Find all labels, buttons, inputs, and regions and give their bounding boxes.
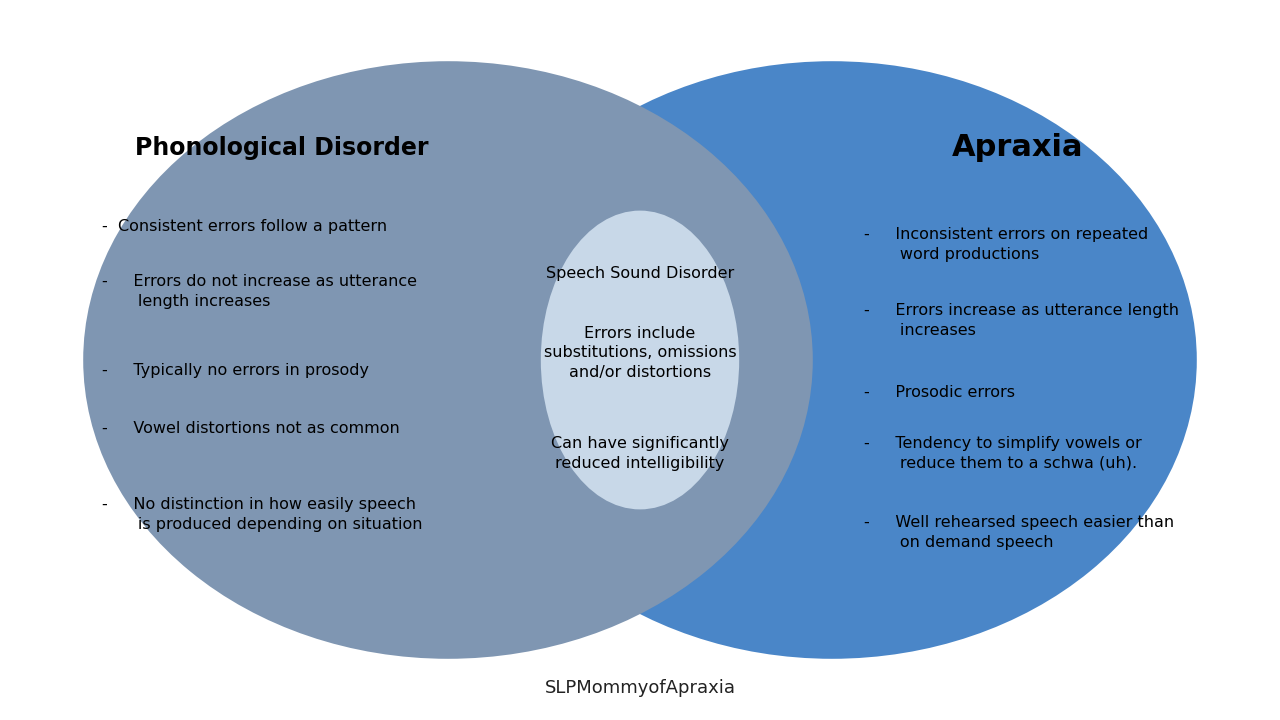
Text: Errors include
substitutions, omissions
and/or distortions: Errors include substitutions, omissions … [544,325,736,380]
Text: SLPMommyofApraxia: SLPMommyofApraxia [544,678,736,697]
Text: -     Prosodic errors: - Prosodic errors [864,385,1015,400]
Text: -     Errors do not increase as utterance
       length increases: - Errors do not increase as utterance le… [102,274,417,309]
Text: Phonological Disorder: Phonological Disorder [134,135,429,160]
Text: Can have significantly
reduced intelligibility: Can have significantly reduced intelligi… [550,436,730,471]
Text: -     Vowel distortions not as common: - Vowel distortions not as common [102,421,401,436]
Ellipse shape [540,211,740,510]
Text: -     Typically no errors in prosody: - Typically no errors in prosody [102,364,370,378]
Text: -     No distinction in how easily speech
       is produced depending on situat: - No distinction in how easily speech is… [102,498,422,532]
Text: -     Well rehearsed speech easier than
       on demand speech: - Well rehearsed speech easier than on d… [864,516,1174,550]
Ellipse shape [83,61,813,659]
Text: -     Tendency to simplify vowels or
       reduce them to a schwa (uh).: - Tendency to simplify vowels or reduce … [864,436,1142,471]
Text: -     Inconsistent errors on repeated
       word productions: - Inconsistent errors on repeated word p… [864,228,1148,262]
Text: Speech Sound Disorder: Speech Sound Disorder [545,266,735,281]
Text: -  Consistent errors follow a pattern: - Consistent errors follow a pattern [102,220,388,234]
Text: Apraxia: Apraxia [952,133,1083,162]
Text: -     Errors increase as utterance length
       increases: - Errors increase as utterance length in… [864,303,1179,338]
Ellipse shape [467,61,1197,659]
